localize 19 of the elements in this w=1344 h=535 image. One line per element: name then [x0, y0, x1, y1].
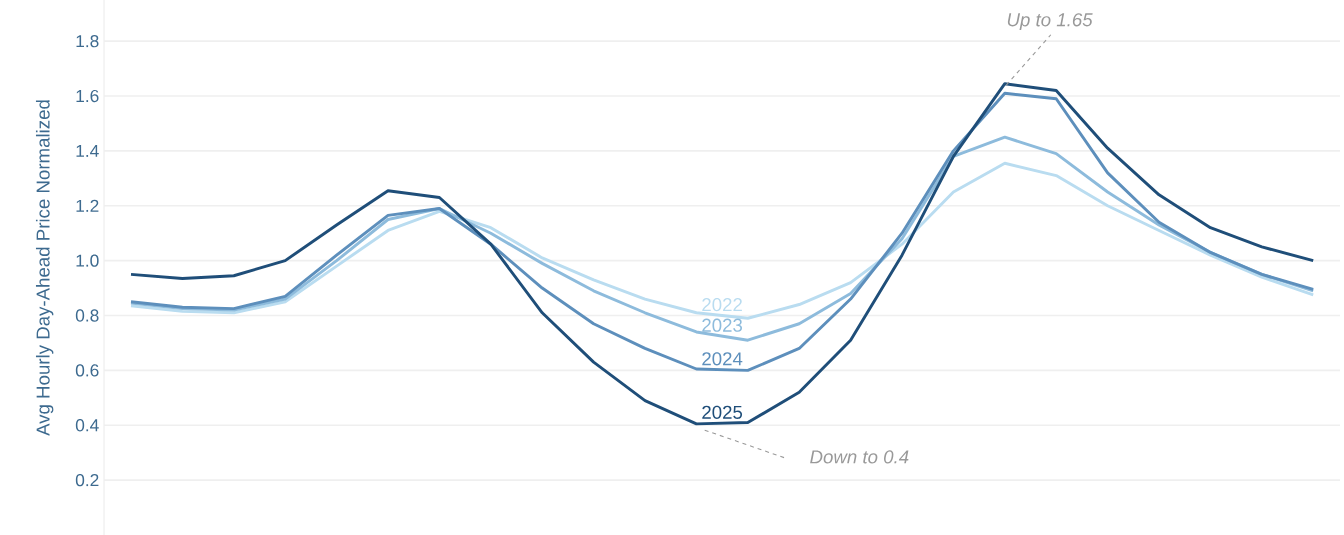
series-label: 2022	[702, 298, 742, 312]
y-tick-label: 0.6	[75, 364, 99, 377]
series-label: 2024	[702, 352, 743, 366]
line-series	[129, 91, 1315, 372]
y-tick-label: 0.8	[75, 309, 99, 322]
line-series	[129, 161, 1315, 320]
line-series	[129, 82, 1315, 426]
y-tick-label: 1.0	[76, 254, 99, 267]
y-tick-label: 1.2	[76, 199, 99, 212]
series-label: 2025	[702, 405, 743, 419]
annotation: Down to 0.4	[810, 450, 909, 464]
y-tick-label: 1.8	[76, 35, 99, 48]
series-label: 2023	[702, 318, 743, 332]
annotation: Up to 1.65	[1007, 13, 1093, 31]
y-tick-label: 1.4	[76, 144, 99, 157]
y-tick-label: 0.2	[75, 473, 99, 487]
y-axis-title: Avg Hourly Day-Ahead Price Normalized	[35, 100, 54, 436]
y-tick-label: 1.6	[76, 89, 99, 103]
y-tick-label: 0.4	[75, 419, 99, 432]
